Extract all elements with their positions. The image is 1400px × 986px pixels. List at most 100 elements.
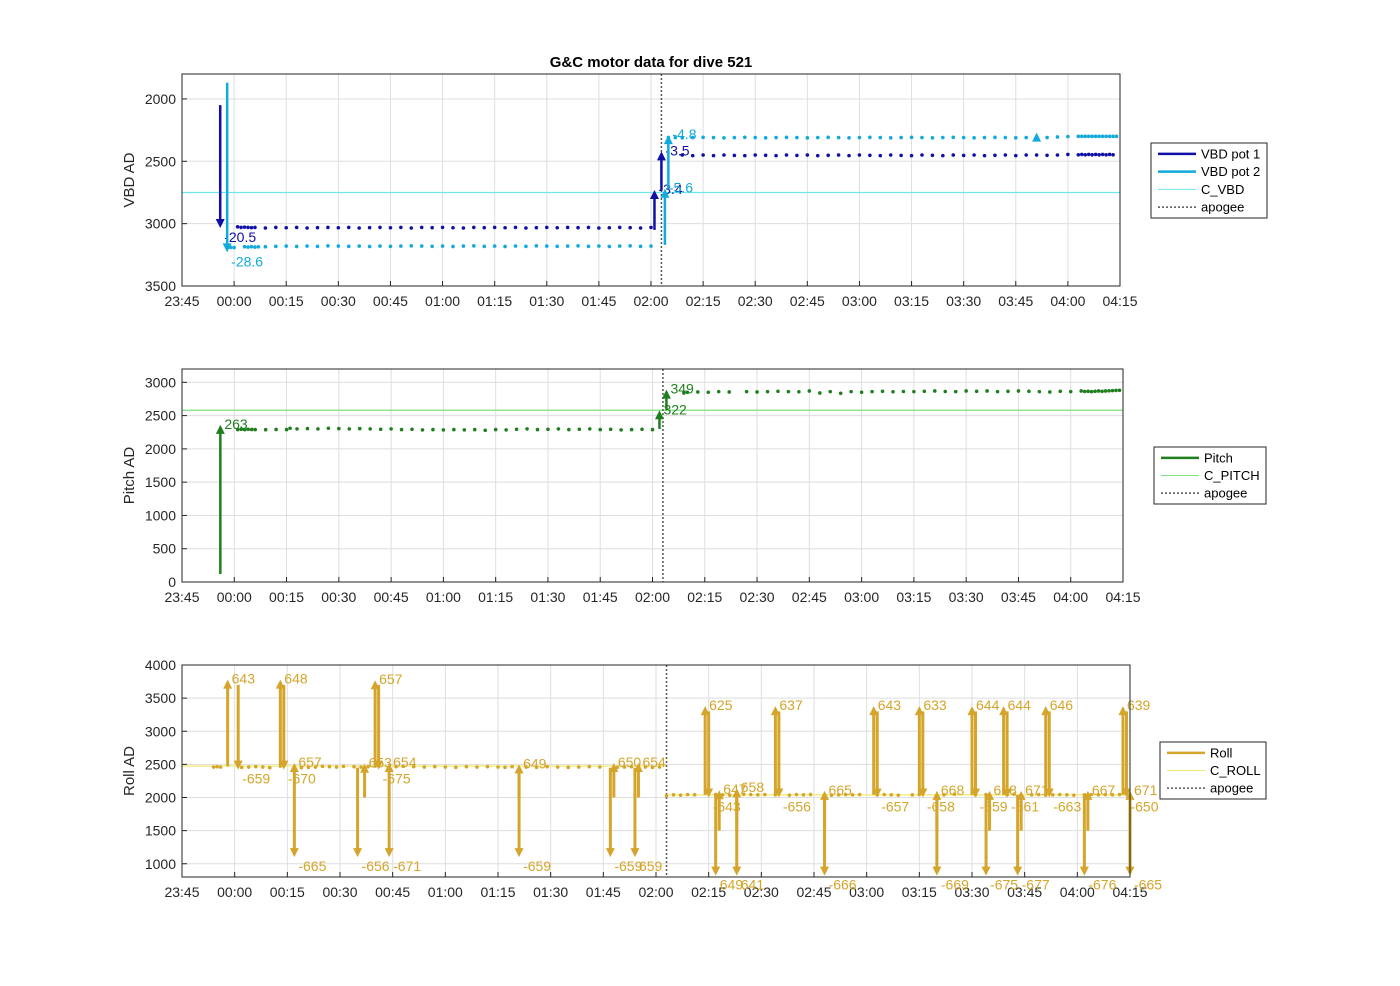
- arrow-label: -650: [1130, 799, 1158, 815]
- arrow-head: [1016, 790, 1026, 800]
- data-point: [253, 764, 258, 769]
- data-point: [284, 244, 289, 248]
- data-point: [274, 225, 278, 230]
- arrow-label: 648: [284, 671, 308, 687]
- data-point: [451, 225, 455, 230]
- data-point: [749, 792, 753, 797]
- data-point: [337, 426, 341, 431]
- data-point: [249, 225, 254, 230]
- x-tick-label: 00:15: [269, 293, 304, 309]
- y-tick-label: 500: [153, 541, 177, 557]
- data-point: [316, 427, 320, 431]
- arrow-head: [215, 219, 225, 229]
- data-point: [615, 765, 620, 770]
- arrow-label: -661: [1011, 799, 1039, 815]
- legend-entry: VBD pot 2: [1201, 164, 1260, 179]
- data-point: [649, 225, 653, 230]
- x-tick-label: 03:45: [998, 293, 1033, 309]
- arrow-label: -658: [927, 799, 955, 815]
- data-point: [451, 244, 455, 249]
- data-point: [850, 793, 855, 797]
- arrow-label: -5.6: [669, 180, 693, 196]
- data-point: [692, 793, 697, 797]
- data-point: [797, 389, 801, 394]
- data-point: [1072, 793, 1076, 797]
- arrow-label: 641: [741, 877, 765, 893]
- data-point: [888, 136, 893, 140]
- data-point: [680, 136, 685, 140]
- data-point: [972, 136, 976, 140]
- data-point: [787, 793, 792, 797]
- data-point: [475, 765, 479, 769]
- data-point: [826, 135, 830, 140]
- data-point: [685, 792, 690, 797]
- data-point: [1082, 389, 1087, 394]
- data-point: [326, 225, 330, 230]
- data-point: [1027, 389, 1031, 394]
- data-point: [673, 135, 678, 140]
- data-point: [808, 792, 813, 797]
- data-point: [972, 153, 976, 157]
- data-point: [535, 427, 540, 432]
- data-point: [235, 224, 240, 229]
- data-point: [492, 244, 497, 248]
- arrow-head: [918, 788, 928, 798]
- arrow-head: [384, 848, 394, 858]
- legend-entry: apogee: [1201, 200, 1244, 215]
- x-tick-label: 02:15: [687, 589, 722, 605]
- arrow-head: [633, 763, 643, 773]
- y-tick-label: 2000: [145, 790, 176, 806]
- data-point: [336, 244, 341, 248]
- arrow-head: [654, 410, 664, 420]
- x-tick-label: 03:30: [949, 589, 984, 605]
- data-point: [1050, 793, 1055, 797]
- data-point: [253, 245, 257, 249]
- arrow-head: [732, 866, 742, 876]
- data-point: [367, 225, 372, 230]
- data-point: [678, 793, 683, 797]
- data-point: [378, 225, 382, 230]
- data-point: [649, 244, 653, 248]
- data-point: [753, 135, 758, 140]
- x-tick-label: 01:45: [581, 293, 616, 309]
- data-point: [305, 226, 309, 230]
- data-point: [346, 225, 351, 230]
- arrow-head: [1121, 788, 1131, 798]
- data-point: [807, 389, 812, 393]
- data-point: [544, 244, 549, 248]
- data-point: [868, 135, 872, 140]
- data-point: [576, 765, 581, 769]
- data-point: [608, 427, 613, 432]
- data-point: [565, 225, 570, 230]
- data-point: [462, 428, 467, 432]
- data-point: [246, 245, 250, 249]
- data-point: [920, 153, 924, 157]
- arrow-label: 649: [523, 755, 547, 771]
- legend-entry: Pitch: [1204, 450, 1233, 465]
- arrow-head: [1083, 790, 1093, 800]
- data-point: [305, 244, 309, 248]
- y-axis-label: Roll AD: [121, 746, 138, 796]
- arrow-label: 667: [1092, 782, 1116, 798]
- data-point: [1103, 792, 1108, 797]
- data-point: [513, 225, 518, 230]
- data-point: [952, 792, 957, 796]
- arrow-label: 625: [709, 697, 733, 713]
- y-tick-label: 3000: [145, 216, 176, 232]
- data-point: [706, 390, 711, 395]
- data-point: [211, 765, 216, 769]
- data-point: [378, 244, 382, 248]
- y-tick-label: 3000: [145, 374, 176, 390]
- data-point: [843, 792, 848, 797]
- data-point: [744, 389, 749, 394]
- arrow-label: -659: [523, 858, 551, 874]
- axes-box: [181, 368, 1124, 583]
- arrow-head: [932, 790, 942, 800]
- data-point: [378, 427, 383, 432]
- data-point: [909, 153, 914, 158]
- data-point: [239, 765, 244, 770]
- data-point: [776, 389, 780, 394]
- data-point: [1107, 134, 1112, 139]
- data-point: [1086, 389, 1090, 394]
